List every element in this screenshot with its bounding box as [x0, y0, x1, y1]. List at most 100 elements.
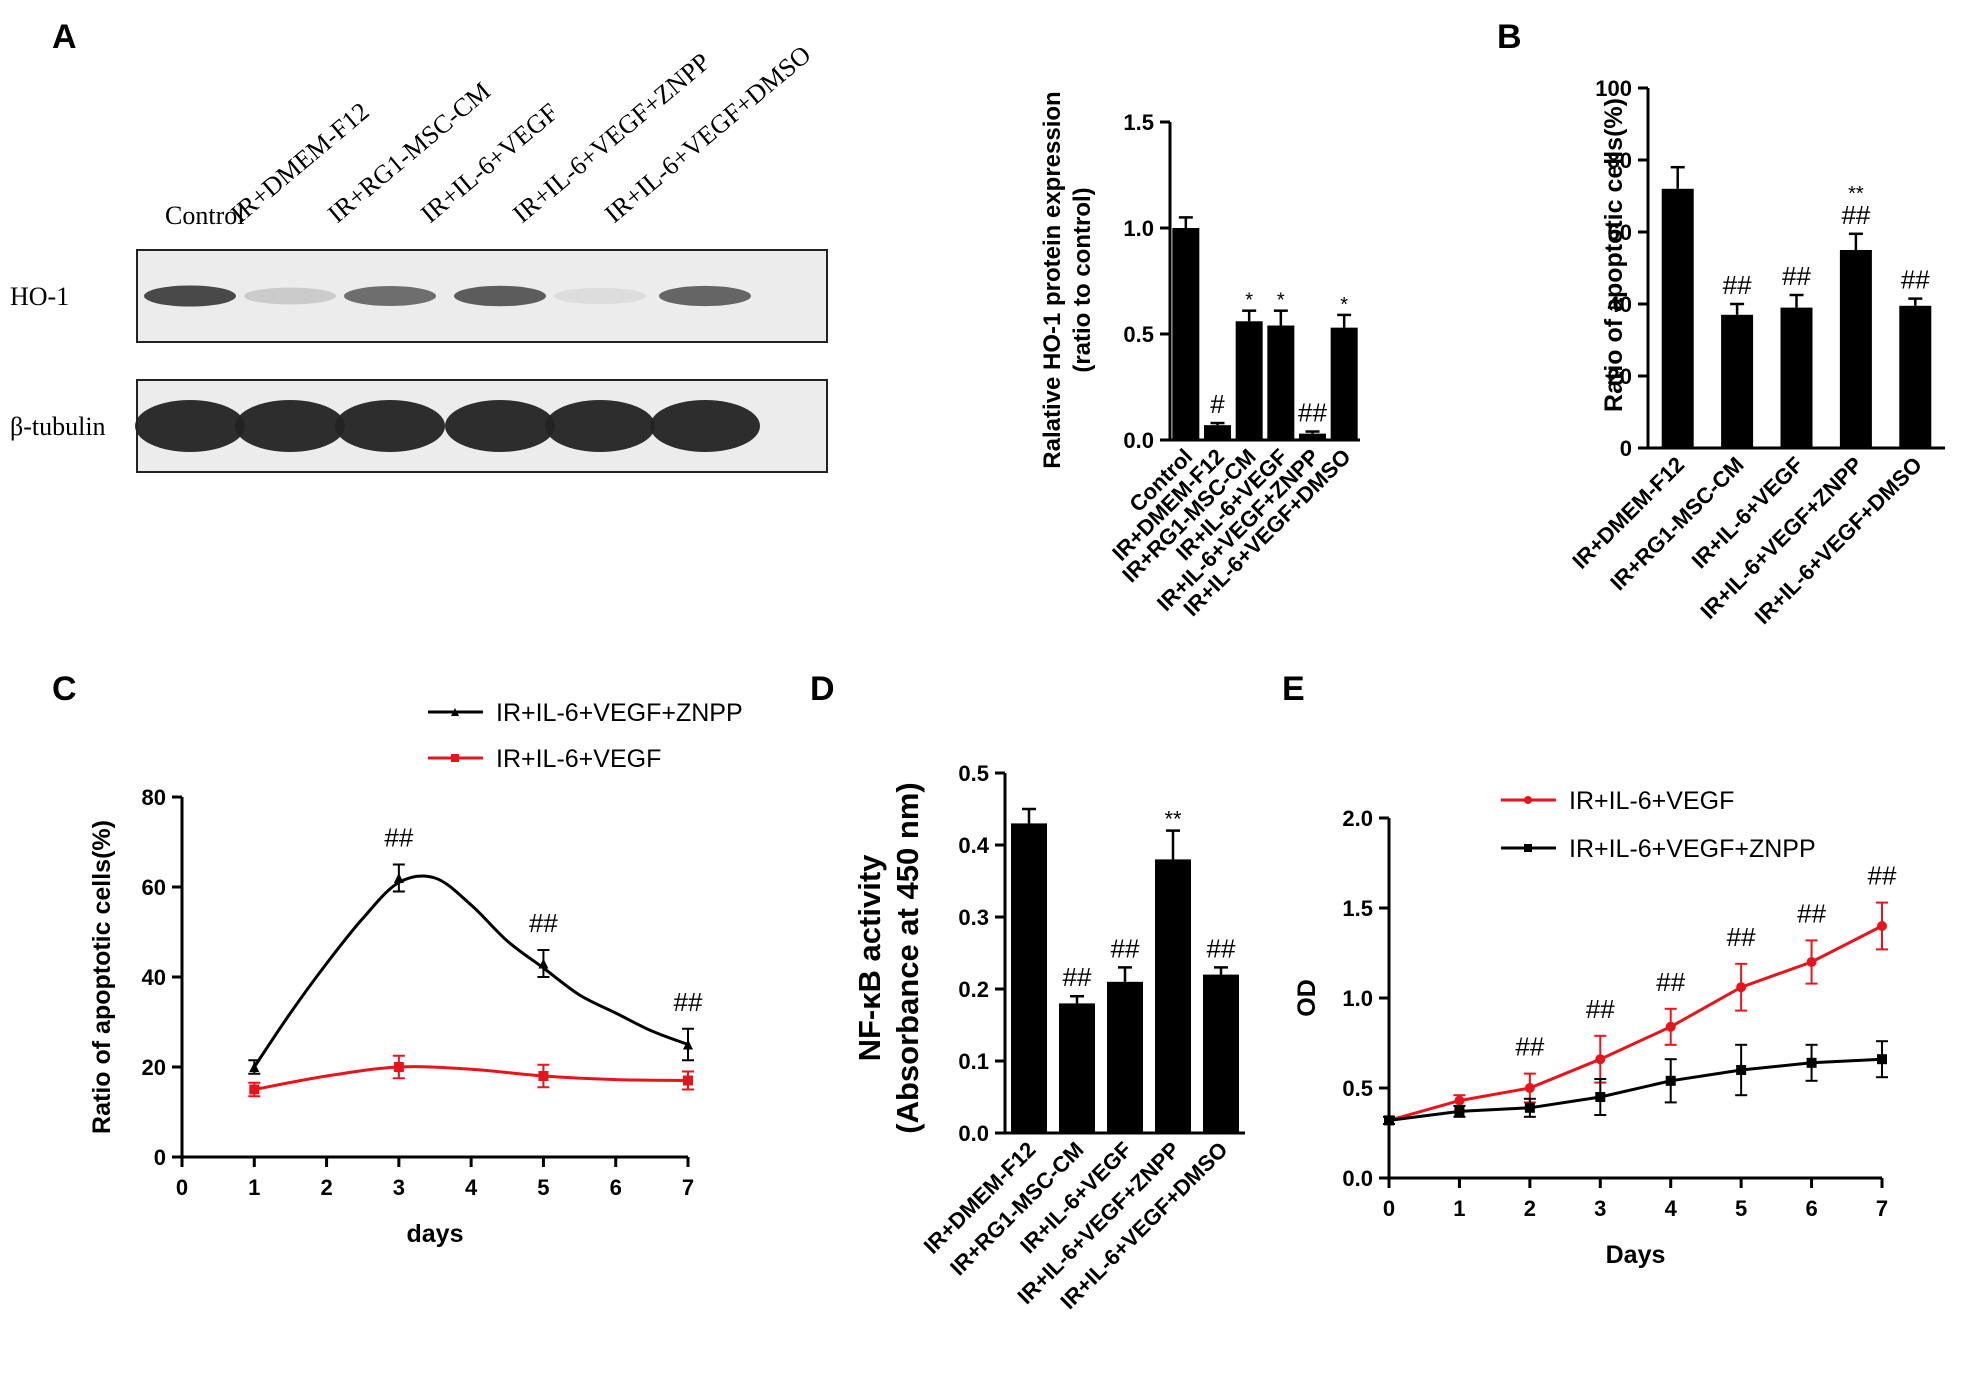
data-point: [1384, 1115, 1394, 1126]
panel-letter-c: C: [52, 670, 77, 708]
x-tick-label: 0: [1383, 1196, 1395, 1221]
x-tick-label: 4: [465, 1175, 478, 1200]
significance-annotation: ##: [384, 823, 413, 853]
significance-annotation: ##: [529, 908, 558, 938]
significance-annotation: ##: [1586, 994, 1615, 1024]
y-tick-label: 1.0: [1342, 986, 1373, 1011]
bar: [1299, 433, 1326, 440]
y-tick-label: 80: [142, 785, 166, 810]
chart-od-time: 0.0 0.5 1.0 1.5 2.0 0 1 2 3 4 5 6 7 Days OD IR+IL-6+VEG…: [1293, 787, 1897, 1269]
blot-lane-label: IR+RG1-MSC-CM: [322, 76, 496, 228]
bar: [1107, 981, 1143, 1133]
x-tick-label: 5: [1735, 1196, 1747, 1221]
data-point: [1665, 1021, 1676, 1032]
series-line: [1388, 924, 1883, 1122]
y-tick-label: 60: [142, 875, 166, 900]
data-point: [1736, 982, 1747, 993]
panel-letter-d: D: [810, 670, 835, 708]
significance-annotation: ##: [1063, 962, 1092, 992]
chart-ho1-expression: 0.00.51.01.5ControlIR+DMEM-F12#IR+RG1-MS…: [1039, 91, 1360, 621]
y-axis-label: Ratio of apoptotic cells(%): [88, 820, 116, 1134]
y-tick-label: 40: [142, 965, 166, 990]
bar: [1721, 314, 1754, 448]
significance-annotation: *: [1245, 290, 1253, 312]
legend-label: IR+IL-6+VEGF: [1569, 787, 1734, 815]
western-blot: ControlIR+DMEM-F12IR+RG1-MSC-CMIR+IL-6+V…: [10, 40, 828, 473]
y-tick-label: 0: [1620, 436, 1632, 461]
significance-annotation: ##: [674, 987, 703, 1017]
legend-label: IR+IL-6+VEGF+ZNPP: [1569, 835, 1816, 863]
significance-annotation: **: [1164, 807, 1182, 832]
data-point: [1595, 1054, 1606, 1065]
data-point: [1454, 1095, 1465, 1106]
data-point: [249, 1084, 260, 1095]
data-point: [1877, 1054, 1887, 1065]
y-tick-label: 0.0: [958, 1121, 989, 1146]
x-tick-label: 3: [1594, 1196, 1606, 1221]
significance-annotation: ##: [1207, 933, 1236, 963]
y-tick-label: 1.5: [1123, 110, 1154, 135]
data-point: [683, 1039, 693, 1050]
bar: [1267, 325, 1295, 440]
significance-annotation: ##: [1298, 398, 1327, 428]
data-point: [1524, 844, 1532, 852]
x-tick-label: 4: [1665, 1196, 1678, 1221]
y-tick-label: 0.0: [1342, 1166, 1373, 1191]
data-point: [451, 754, 459, 762]
y-tick-label: 100: [1595, 76, 1632, 101]
bar: [1172, 228, 1200, 440]
blot-band: [335, 400, 445, 452]
series-line: [254, 1065, 689, 1091]
blot-band: [554, 287, 646, 305]
chart-apoptotic-ratio-time: 0 20 40 60 80 0 1 2 3 4 5 6 7 days Ratio of apoptotic …: [88, 699, 743, 1248]
blot-band: [135, 400, 245, 452]
data-point: [1806, 957, 1817, 967]
blot-band: [545, 400, 655, 452]
y-axis-label: NF-κB activity: [852, 854, 887, 1062]
blot-lane-labels: ControlIR+DMEM-F12IR+RG1-MSC-CMIR+IL-6+V…: [165, 40, 816, 230]
bar: [1330, 327, 1358, 440]
x-tick-label: 5: [537, 1175, 549, 1200]
legend-label: IR+IL-6+VEGF: [496, 745, 661, 773]
data-point: [538, 1071, 549, 1081]
data-point: [1806, 1057, 1817, 1068]
y-tick-label: 0.5: [958, 761, 989, 786]
significance-annotation: ##: [1901, 265, 1930, 295]
bar: [1899, 305, 1932, 448]
series-line: [1388, 1057, 1883, 1122]
bar: [1204, 425, 1231, 440]
y-axis-label: Ratio of apoptotic cells(%): [1600, 98, 1628, 412]
y-tick-label: 0.5: [1123, 322, 1154, 347]
significance-annotation: ##: [1797, 898, 1826, 928]
x-tick-label: 1: [1453, 1196, 1465, 1221]
data-point: [1595, 1092, 1606, 1102]
y-tick-label: 0.1: [958, 1049, 989, 1074]
legend-label: IR+IL-6+VEGF+ZNPP: [496, 699, 743, 727]
x-tick-label: 2: [320, 1175, 332, 1200]
x-axis-label: Days: [1606, 1241, 1666, 1269]
significance-annotation: *: [1340, 294, 1348, 316]
significance-annotation: ##: [1727, 922, 1756, 952]
y-tick-label: 1.5: [1342, 896, 1373, 921]
data-point: [1877, 921, 1887, 931]
bar: [1011, 823, 1047, 1133]
blot-band: [244, 287, 336, 305]
blot-row-label: β-tubulin: [10, 412, 106, 441]
y-tick-label: 40: [1608, 292, 1632, 317]
blot-band: [235, 400, 345, 452]
y-tick-label: 2.0: [1342, 806, 1373, 831]
y-tick-label: 1.0: [1123, 216, 1154, 241]
x-tick-label: 3: [393, 1175, 405, 1200]
y-axis-label: (Absorbance at 450 nm): [890, 782, 925, 1133]
series-line: [253, 874, 689, 1068]
data-point: [1454, 1106, 1465, 1117]
data-point: [393, 873, 404, 883]
significance-annotation: ##: [1723, 270, 1752, 300]
chart-nfkb-activity: 0.00.10.20.30.40.5IR+DMEM-F12IR+RG1-MSC-…: [852, 761, 1245, 1314]
significance-annotation: ##: [1868, 861, 1897, 891]
x-tick-label: 6: [1805, 1196, 1817, 1221]
significance-annotation: ##: [1515, 1032, 1544, 1062]
blot-band: [650, 400, 760, 452]
y-tick-label: 80: [1608, 148, 1632, 173]
significance-annotation: *: [1277, 290, 1285, 312]
